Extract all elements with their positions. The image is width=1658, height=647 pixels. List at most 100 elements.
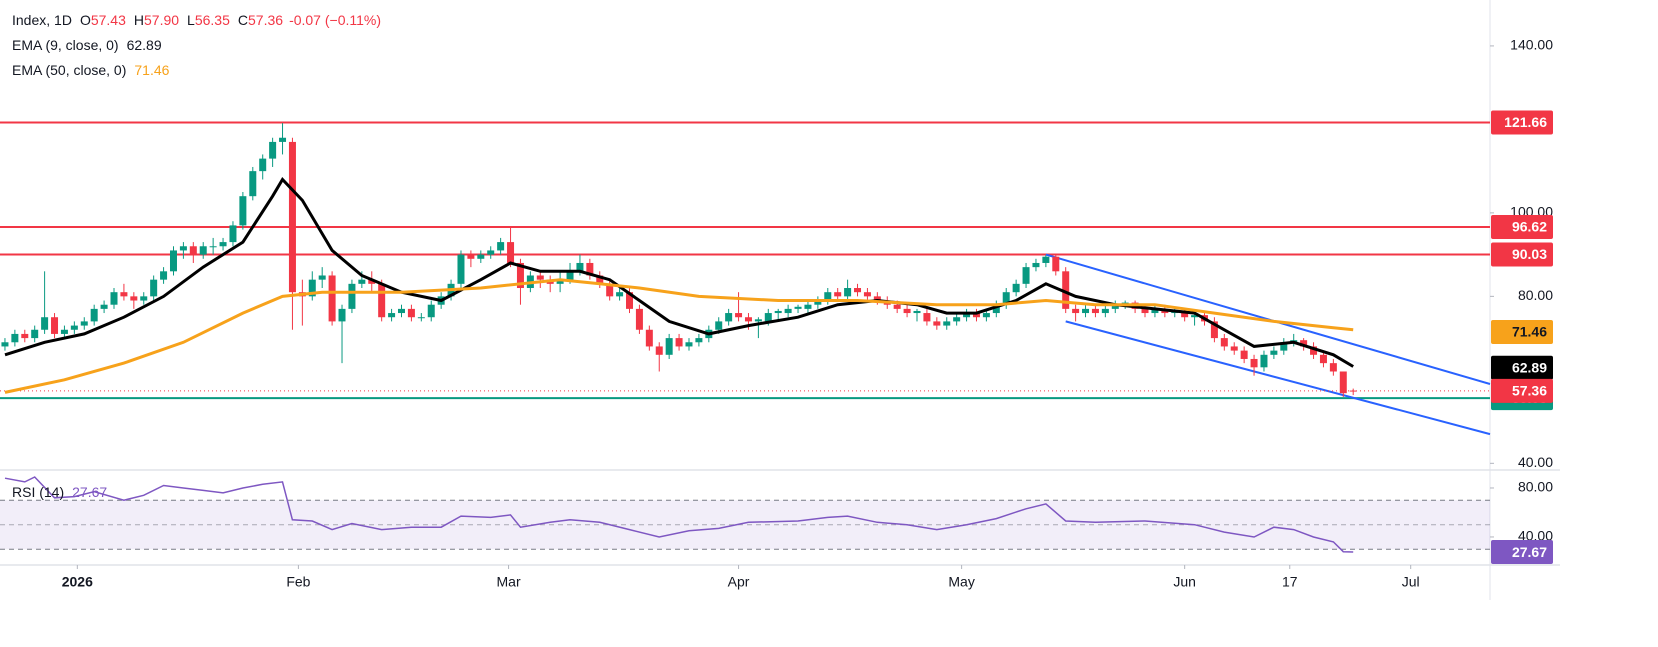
- candle-body: [1260, 354, 1268, 368]
- x-tick-label: Mar: [497, 574, 521, 590]
- candle-body: [397, 308, 405, 314]
- candle-body: [764, 313, 772, 322]
- candle-body: [279, 137, 287, 142]
- candle-body: [31, 329, 39, 339]
- candle-body: [11, 333, 19, 343]
- candle-body: [507, 242, 515, 263]
- candle-body: [695, 338, 703, 343]
- candle-body: [1191, 315, 1199, 318]
- candle-body: [1250, 358, 1258, 368]
- candle-body: [606, 283, 614, 297]
- candle-body: [754, 319, 762, 322]
- candle-body: [933, 321, 941, 326]
- candle-body: [715, 321, 723, 330]
- rsi-band: [0, 500, 1490, 550]
- level-badge-bg: [1491, 110, 1553, 135]
- candle-body: [1042, 256, 1050, 263]
- x-tick-label: Apr: [728, 574, 750, 590]
- candle-body: [388, 313, 396, 318]
- candle-body: [338, 308, 346, 322]
- candle-body: [1012, 283, 1020, 293]
- candle-body: [1091, 308, 1099, 314]
- candle-body: [219, 242, 227, 247]
- level-badge: 90.03: [1512, 246, 1547, 262]
- candle-body: [70, 325, 78, 330]
- candle-body: [536, 275, 544, 280]
- candle-body: [1022, 267, 1030, 284]
- indicator-legend: EMA (50, close, 0) 71.46: [12, 62, 170, 78]
- level-badge-bg: [1491, 214, 1553, 239]
- candle-body: [477, 254, 485, 259]
- ohlc-value: 57.36: [248, 12, 283, 28]
- candle-body: [873, 296, 881, 301]
- candle-body: [1210, 321, 1218, 339]
- candle-body: [1349, 390, 1357, 392]
- candle-body: [90, 308, 98, 322]
- candle-body: [735, 313, 743, 318]
- candle-body: [407, 308, 415, 318]
- candle-body: [328, 275, 336, 322]
- candle-body: [635, 308, 643, 330]
- level-badge-bg: [1491, 242, 1553, 267]
- candle-body: [794, 306, 802, 309]
- candle-body: [1002, 292, 1010, 305]
- candle-body: [834, 292, 842, 297]
- ohlc-key: O: [80, 12, 91, 28]
- candle-body: [368, 279, 376, 284]
- candle-body: [269, 141, 277, 159]
- header: Index, 1D O57.43 H57.90 L56.35 C57.36 -0.07 (…: [12, 12, 381, 28]
- candle-body: [814, 300, 822, 305]
- price-badge-bg: [1491, 378, 1553, 403]
- candle-body: [1230, 346, 1238, 351]
- candle-body: [675, 338, 683, 347]
- candle-body: [1339, 371, 1347, 394]
- candle-body: [21, 333, 29, 339]
- candle-body: [1032, 262, 1040, 268]
- candle-body: [566, 271, 574, 280]
- candle-body: [1151, 308, 1159, 314]
- candle-body: [497, 242, 505, 251]
- candle-body: [1220, 338, 1228, 347]
- candle-body: [863, 292, 871, 297]
- symbol: Index, 1D: [12, 12, 72, 28]
- candle-body: [923, 313, 931, 322]
- level-badge: 121.66: [1504, 114, 1547, 130]
- candle-body: [41, 317, 49, 330]
- candle-body: [744, 317, 752, 322]
- candle-body: [1111, 304, 1119, 309]
- candle-body: [160, 271, 168, 280]
- candle-body: [1300, 340, 1308, 347]
- ohlc-key: C: [238, 12, 248, 28]
- candle-body: [348, 283, 356, 309]
- candle-body: [60, 329, 68, 334]
- candle-body: [854, 288, 862, 293]
- candle-body: [516, 262, 524, 289]
- candle-body: [982, 313, 990, 318]
- candle-body: [51, 317, 59, 334]
- candle-body: [626, 292, 634, 309]
- x-tick-label: Jul: [1402, 574, 1420, 590]
- ema-badge: 62.89: [1512, 359, 1547, 375]
- y-tick-label: 40.00: [1518, 454, 1553, 470]
- ema-line: [4, 177, 1354, 368]
- rsi-line: [4, 476, 1354, 553]
- ema-line: [4, 278, 1354, 394]
- candle-body: [893, 304, 901, 309]
- indicator-name: EMA (50, close, 0): [12, 62, 126, 78]
- candle-body: [1240, 350, 1248, 359]
- ema-badge-bg: [1491, 320, 1553, 345]
- candle-body: [1082, 308, 1090, 314]
- level-badge: 96.62: [1512, 219, 1547, 235]
- candle-body: [1310, 346, 1318, 355]
- candle-body: [824, 292, 832, 301]
- ohlc-value: 57.90: [144, 12, 179, 28]
- y-tick-label: 80.00: [1518, 287, 1553, 303]
- candle-body: [358, 279, 366, 284]
- candle-body: [645, 329, 653, 347]
- candle-body: [189, 246, 197, 255]
- indicator-legend: EMA (9, close, 0) 62.89: [12, 37, 162, 53]
- candle-body: [1270, 350, 1278, 355]
